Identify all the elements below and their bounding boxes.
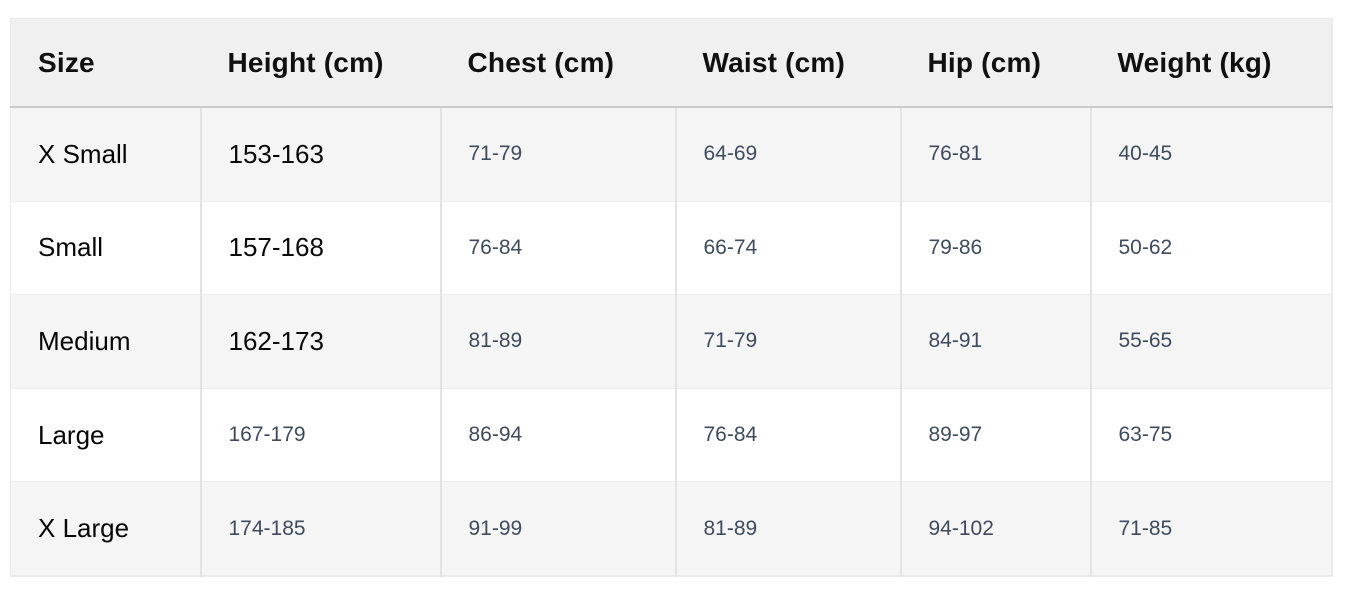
cell-height: 162-173 (199, 294, 441, 389)
cell-height: 157-168 (199, 200, 441, 295)
cell-size: X Large (10, 481, 201, 576)
table-row-medium: Medium 162-173 81-89 71-79 84-91 55-65 (10, 294, 1332, 389)
table-row-large: Large 167-179 86-94 76-84 89-97 63-75 (10, 387, 1332, 482)
cell-height: 167-179 (199, 387, 441, 482)
cell-hip: 94-102 (899, 481, 1091, 576)
cell-weight: 50-62 (1089, 200, 1332, 295)
cell-hip: 84-91 (899, 294, 1091, 389)
cell-height: 153-163 (199, 107, 441, 202)
cell-size: Large (10, 387, 201, 482)
cell-chest: 91-99 (439, 481, 676, 576)
cell-weight: 63-75 (1089, 387, 1332, 482)
table-row-xlarge: X Large 174-185 91-99 81-89 94-102 71-85 (10, 481, 1332, 576)
cell-chest: 76-84 (439, 200, 676, 295)
column-header-hip: Hip (cm) (900, 18, 1091, 108)
header-row: Size Height (cm) Chest (cm) Waist (cm) H… (10, 18, 1332, 108)
column-header-weight: Weight (kg) (1090, 18, 1332, 108)
cell-size: X Small (10, 107, 201, 202)
size-chart-table: Size Height (cm) Chest (cm) Waist (cm) H… (10, 18, 1333, 577)
cell-chest: 71-79 (439, 107, 676, 202)
cell-waist: 81-89 (674, 481, 901, 576)
column-header-waist: Waist (cm) (675, 18, 901, 108)
cell-waist: 76-84 (674, 387, 901, 482)
column-header-height: Height (cm) (200, 18, 441, 108)
cell-weight: 71-85 (1089, 481, 1332, 576)
cell-chest: 81-89 (439, 294, 676, 389)
cell-size: Medium (10, 294, 201, 389)
table-row-xsmall: X Small 153-163 71-79 64-69 76-81 40-45 (10, 107, 1332, 202)
cell-weight: 40-45 (1089, 107, 1332, 202)
cell-hip: 89-97 (899, 387, 1091, 482)
column-header-size: Size (10, 18, 201, 108)
cell-size: Small (10, 200, 201, 295)
cell-waist: 66-74 (674, 200, 901, 295)
cell-weight: 55-65 (1089, 294, 1332, 389)
cell-chest: 86-94 (439, 387, 676, 482)
size-chart: Size Height (cm) Chest (cm) Waist (cm) H… (10, 18, 1333, 577)
cell-hip: 79-86 (899, 200, 1091, 295)
cell-hip: 76-81 (899, 107, 1091, 202)
cell-height: 174-185 (199, 481, 441, 576)
column-header-chest: Chest (cm) (440, 18, 676, 108)
cell-waist: 64-69 (674, 107, 901, 202)
cell-waist: 71-79 (674, 294, 901, 389)
table-row-small: Small 157-168 76-84 66-74 79-86 50-62 (10, 200, 1332, 295)
